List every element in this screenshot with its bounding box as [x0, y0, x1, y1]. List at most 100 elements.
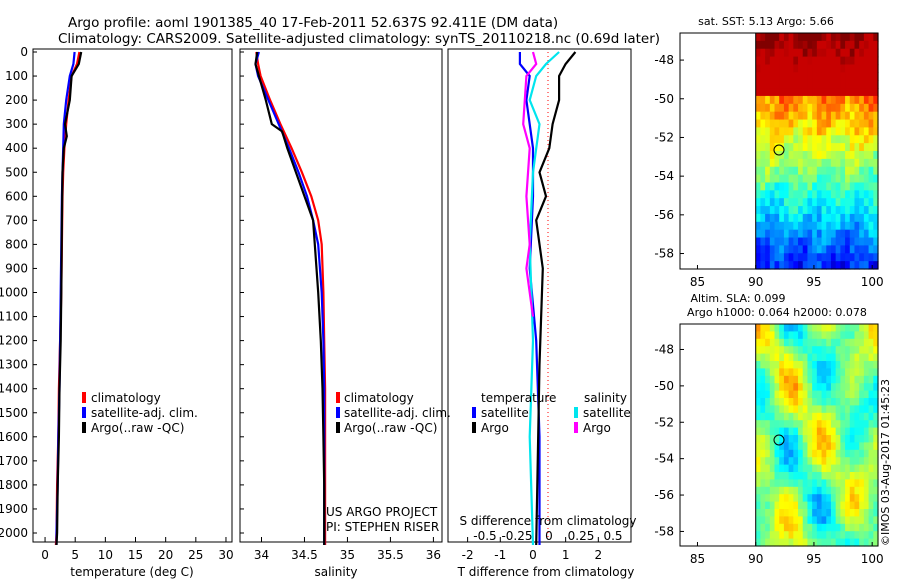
sla-cell — [755, 346, 762, 355]
sla-cell — [845, 420, 851, 429]
sst-cell — [755, 206, 762, 215]
sla-cell — [868, 457, 874, 466]
sla-cell — [830, 405, 837, 414]
sla-cell — [859, 464, 865, 473]
sst-cell — [774, 127, 780, 136]
sst-cell — [760, 56, 766, 66]
sst-cell — [798, 95, 804, 105]
sst-cell — [816, 72, 823, 81]
sst-cell — [812, 174, 818, 184]
sst-cell — [830, 253, 837, 262]
sst-cell — [793, 182, 799, 191]
difference-top-label: S difference from climatology — [460, 514, 637, 528]
sst-cell — [854, 119, 860, 128]
difference-top-tick-label: -0.5 — [473, 529, 496, 543]
sst-cell — [760, 80, 766, 89]
sst-cell — [830, 221, 837, 231]
sst-cell — [868, 127, 874, 136]
sst-cell — [793, 135, 799, 144]
sst-cell — [826, 143, 832, 152]
sla-cell — [849, 427, 856, 436]
sla-cell — [863, 353, 870, 362]
sla-cell — [798, 442, 804, 451]
sla-cell — [755, 523, 762, 532]
sla-cell — [835, 494, 841, 503]
sla-cell — [788, 435, 794, 443]
sst-cell — [788, 245, 794, 254]
sst-cell — [760, 158, 766, 168]
sla-cell — [816, 338, 823, 347]
sla-cell — [798, 346, 804, 355]
sla-cell — [854, 375, 860, 384]
sla-cell — [793, 331, 799, 340]
sst-cell — [873, 95, 879, 105]
sla-cell — [863, 494, 870, 503]
sst-cell — [765, 151, 771, 160]
sla-cell — [863, 405, 870, 414]
sst-cell — [826, 206, 832, 215]
sst-cell — [774, 95, 780, 105]
sst-cell — [760, 237, 766, 246]
sla-cell — [760, 353, 766, 362]
sst-cell — [807, 221, 813, 231]
sst-cell — [793, 174, 799, 184]
sst-cell — [769, 88, 776, 97]
sst-cell — [807, 80, 813, 89]
sst-cell — [859, 158, 865, 168]
sst-cell — [830, 151, 837, 160]
sst-cell — [812, 190, 818, 199]
sla-cell — [845, 464, 851, 473]
sst-cell — [868, 135, 874, 144]
sst-cell — [793, 245, 799, 254]
sst-cell — [798, 143, 804, 152]
sst-cell — [760, 221, 766, 231]
temperature-ytick-label: 400 — [5, 141, 28, 155]
sla-cell — [816, 494, 823, 503]
sst-cell — [826, 229, 832, 239]
sla-cell — [854, 412, 860, 421]
sst-cell — [765, 174, 771, 184]
sst-cell — [798, 221, 804, 231]
sla-cell — [807, 427, 813, 436]
sla-cell — [779, 531, 785, 540]
sla-map-title-line1: Altim. SLA: 0.099 — [690, 292, 785, 305]
sla-cell — [840, 486, 846, 495]
sla-cell — [849, 390, 856, 399]
sla-cell — [807, 368, 813, 377]
sla-cell — [793, 538, 799, 547]
sla-cell — [798, 353, 804, 362]
sla-cell — [863, 523, 870, 532]
pi-annotation: PI: STEPHEN RISER — [326, 520, 439, 534]
sst-cell — [835, 237, 841, 246]
sla-cell — [769, 398, 776, 406]
sst-cell — [830, 40, 837, 50]
sla-cell — [769, 442, 776, 451]
sst-xtick-label: 90 — [748, 275, 763, 289]
sst-cell — [873, 40, 879, 50]
sla-cell — [798, 420, 804, 429]
sla-cell — [830, 531, 837, 540]
sla-cell — [807, 486, 813, 495]
sst-cell — [863, 88, 870, 97]
sla-cell — [779, 472, 785, 480]
sst-cell — [765, 56, 771, 66]
sla-cell — [835, 398, 841, 406]
sla-cell — [845, 375, 851, 384]
sst-cell — [840, 166, 846, 176]
sla-cell — [821, 449, 827, 458]
sla-cell — [802, 338, 809, 347]
sst-cell — [779, 221, 785, 231]
sst-cell — [830, 182, 837, 191]
sla-cell — [854, 516, 860, 525]
sla-cell — [774, 472, 780, 480]
sla-cell — [868, 353, 874, 362]
sst-cell — [821, 213, 827, 223]
sst-cell — [774, 206, 780, 215]
sla-cell — [802, 383, 809, 392]
sla-cell — [769, 331, 776, 340]
sst-cell — [873, 64, 879, 73]
sst-cell — [816, 33, 823, 42]
sla-cell — [802, 390, 809, 399]
sla-cell — [812, 449, 818, 458]
sst-cell — [821, 95, 827, 105]
